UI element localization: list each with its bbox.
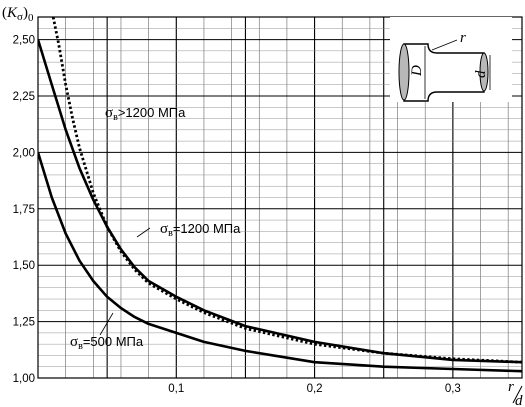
y-tick-label: 1,50 (13, 260, 35, 272)
radius-leader (431, 39, 458, 51)
annotation-sigma-1200: σв=1200 МПа (160, 221, 241, 239)
label-r: r (460, 30, 466, 46)
y-tick-label: 2,00 (13, 147, 35, 159)
svg-text:σв>1200 МПа: σв>1200 МПа (105, 105, 186, 123)
label-d: d (473, 70, 489, 78)
y-axis-label: (Kσ)0 (2, 5, 34, 24)
series-line-0 (51, 16, 522, 364)
y-tick-label: 1,75 (13, 204, 35, 216)
x-tick-label: 0,1 (168, 383, 184, 395)
svg-text:σв=500 МПа: σв=500 МПа (70, 334, 144, 352)
grid (37, 16, 523, 379)
shaft-section-right (479, 52, 489, 92)
shaft-section-left (398, 43, 410, 101)
svg-text:σв=1200 МПа: σв=1200 МПа (160, 221, 241, 239)
plot-frame (37, 16, 523, 379)
annotation-leader-500 (99, 312, 114, 336)
shaft-inset: D d r (390, 17, 512, 102)
shaft-outline (403, 43, 485, 102)
y-tick-label: 2,50 (13, 35, 35, 47)
series-line-1 (38, 39, 522, 364)
label-D: D (409, 65, 425, 77)
series-line-2 (38, 152, 522, 373)
x-axis-label: r d (508, 379, 523, 407)
annotation-leader-1200 (136, 227, 151, 238)
tick-labels: 1,00 1,25 1,50 1,75 2,00 2,25 2,50 0,1 0,2 0,3 (13, 35, 461, 395)
svg-text:d: d (515, 393, 523, 407)
y-tick-label: 2,25 (13, 91, 35, 103)
x-tick-label: 0,2 (307, 383, 323, 395)
svg-text:r: r (508, 379, 514, 395)
x-tick-label: 0,3 (445, 383, 461, 395)
annotation-sigma-500: σв=500 МПа (70, 334, 144, 352)
y-tick-label: 1,25 (13, 317, 35, 329)
y-tick-label: 1,00 (13, 373, 35, 385)
annotation-sigma-gt-1200: σв>1200 МПа (105, 105, 186, 123)
curves (38, 16, 522, 373)
